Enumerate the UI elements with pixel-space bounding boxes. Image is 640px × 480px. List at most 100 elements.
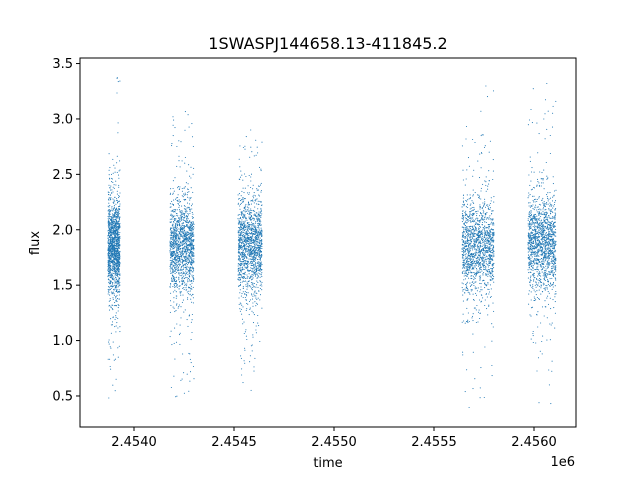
data-point: [114, 282, 116, 284]
data-point: [252, 250, 254, 252]
data-point: [461, 282, 463, 284]
data-point: [258, 242, 260, 245]
data-point: [182, 243, 185, 245]
data-point: [108, 169, 110, 171]
data-point: [119, 237, 121, 239]
data-point: [186, 210, 188, 212]
data-point: [489, 207, 491, 209]
data-point: [118, 213, 120, 215]
data-point: [252, 277, 254, 279]
data-point: [472, 138, 474, 141]
data-point: [482, 253, 484, 255]
data-point: [479, 246, 481, 248]
data-point: [467, 291, 469, 293]
data-point: [118, 220, 120, 222]
data-point: [465, 241, 467, 243]
data-point: [173, 228, 175, 231]
data-point: [113, 264, 115, 266]
data-point: [252, 305, 254, 307]
data-point: [119, 209, 121, 211]
data-point: [116, 77, 118, 80]
data-point: [248, 273, 250, 275]
data-point: [252, 223, 254, 225]
data-point: [171, 203, 173, 205]
data-point: [118, 291, 120, 293]
data-point: [248, 226, 251, 228]
data-point: [257, 185, 260, 187]
data-point: [182, 252, 184, 254]
data-point: [245, 294, 247, 296]
data-point: [117, 266, 120, 268]
data-point: [478, 257, 480, 259]
data-point: [253, 197, 255, 199]
data-point: [488, 262, 490, 264]
data-point: [468, 237, 470, 239]
data-point: [118, 225, 120, 228]
data-point: [244, 210, 246, 212]
data-point: [178, 304, 180, 306]
data-point: [254, 244, 256, 246]
data-point: [116, 322, 118, 324]
data-point: [190, 280, 192, 282]
data-point: [111, 224, 113, 226]
data-point: [181, 211, 183, 213]
data-point: [178, 250, 180, 252]
data-point: [246, 247, 248, 249]
data-point: [177, 261, 179, 263]
data-point: [242, 146, 244, 149]
data-point: [113, 206, 115, 208]
data-point: [185, 212, 187, 214]
data-point: [480, 135, 482, 137]
data-point: [118, 177, 120, 179]
data-point: [464, 244, 466, 246]
data-point: [252, 237, 254, 239]
data-point: [111, 278, 113, 280]
data-point: [261, 255, 263, 257]
data-point: [109, 230, 111, 232]
data-point: [171, 251, 173, 253]
data-point: [251, 221, 253, 223]
data-point: [253, 210, 255, 212]
data-point: [116, 207, 118, 209]
data-point: [257, 263, 259, 265]
data-point: [255, 297, 257, 299]
data-point: [241, 368, 243, 370]
data-point: [240, 239, 243, 241]
data-point: [177, 200, 179, 202]
data-point: [239, 232, 241, 234]
data-point: [251, 298, 254, 300]
data-point: [178, 243, 180, 245]
data-point: [119, 80, 121, 82]
data-point: [112, 215, 114, 217]
data-point: [108, 267, 111, 269]
data-point: [118, 282, 120, 284]
data-point: [112, 262, 114, 265]
data-point: [254, 254, 256, 256]
data-point: [114, 253, 116, 255]
data-point: [465, 271, 467, 273]
data-point: [245, 251, 247, 253]
data-point: [251, 274, 253, 276]
data-point: [176, 286, 178, 288]
data-point: [188, 268, 190, 270]
data-point: [113, 187, 115, 189]
data-point: [242, 296, 244, 299]
data-point: [118, 242, 120, 244]
data-point: [474, 307, 476, 309]
data-point: [248, 270, 250, 272]
data-point: [171, 218, 173, 220]
data-point: [237, 226, 240, 229]
data-point: [249, 212, 251, 214]
data-point: [173, 219, 175, 221]
data-point: [109, 234, 111, 236]
data-point: [114, 236, 116, 238]
data-point: [118, 298, 120, 300]
data-point: [189, 271, 191, 273]
data-point: [193, 262, 195, 264]
data-point: [487, 283, 489, 285]
data-point: [240, 170, 242, 172]
data-point: [176, 145, 178, 148]
data-point: [116, 270, 118, 272]
data-point: [238, 297, 240, 299]
data-point: [256, 284, 258, 286]
